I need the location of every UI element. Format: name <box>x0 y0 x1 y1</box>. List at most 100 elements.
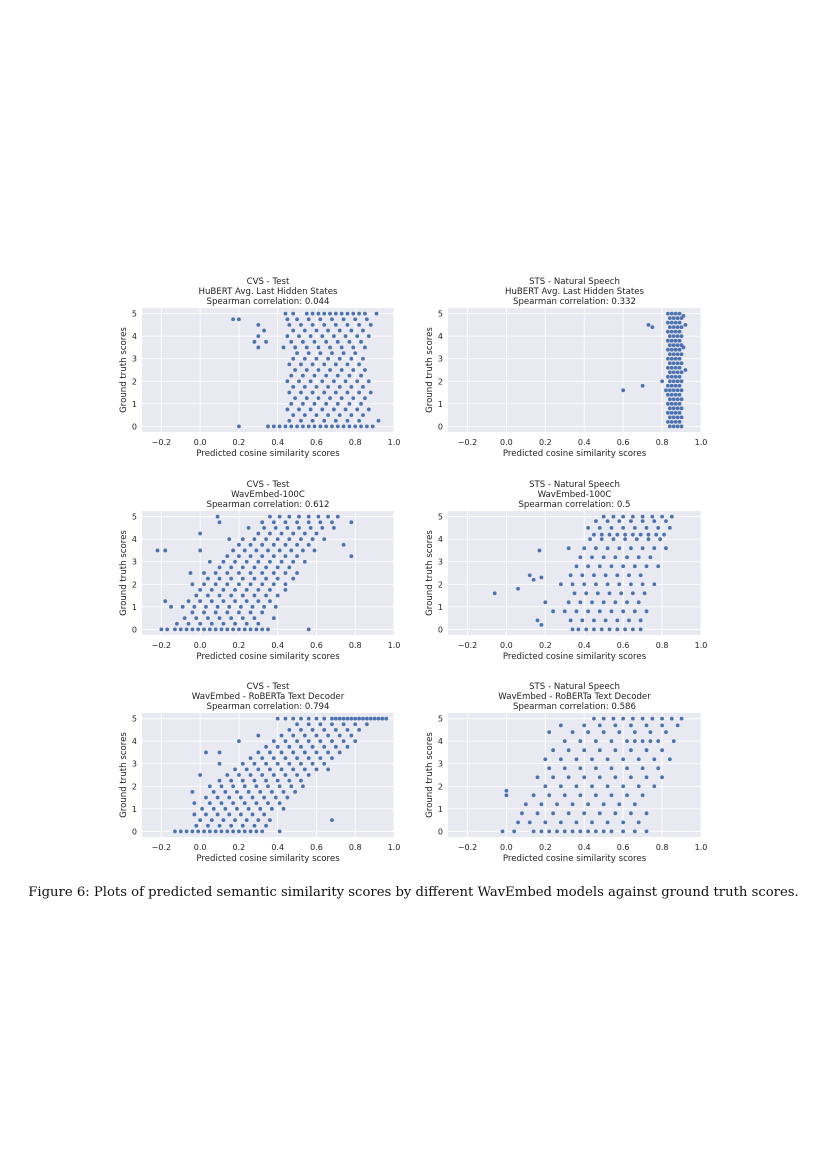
scatter-point <box>335 401 340 406</box>
scatter-point <box>330 424 334 429</box>
scatter-point <box>568 573 573 578</box>
scatter-point <box>673 374 678 379</box>
scatter-point <box>566 546 571 551</box>
scatter-point <box>372 716 377 721</box>
y-tick-label: 0 <box>132 827 137 836</box>
chart-subtitle: WavEmbed - RoBERTa Text Decoder <box>498 692 651 702</box>
scatter-point <box>679 388 684 393</box>
scatter-point <box>256 323 261 327</box>
scatter-point <box>293 368 298 372</box>
scatter-point <box>562 829 567 834</box>
scatter-point <box>281 806 286 811</box>
scatter-point <box>299 537 303 542</box>
scatter-point <box>380 716 385 721</box>
scatter-point <box>632 730 637 735</box>
plot-area <box>448 713 701 837</box>
scatter-point <box>654 532 659 537</box>
scatter-point <box>235 790 239 794</box>
scatter-point <box>229 616 234 620</box>
scatter-point <box>666 347 670 352</box>
scatter-point <box>202 571 206 575</box>
x-tick-label: 0.6 <box>310 843 323 852</box>
scatter-point <box>320 379 325 384</box>
scatter-point <box>314 767 319 772</box>
scatter-point <box>376 418 381 423</box>
scatter-point <box>306 773 311 777</box>
y-axis-label: Ground truth scores <box>119 732 129 818</box>
scatter-point <box>256 588 261 592</box>
scatter-point <box>207 784 212 789</box>
scatter-point <box>277 829 282 834</box>
scatter-point <box>254 784 259 789</box>
scatter-point <box>566 811 571 816</box>
scatter-point <box>328 368 332 372</box>
chart-title: STS - Natural Speech <box>529 480 620 490</box>
scatter-point <box>238 604 243 609</box>
scatter-point <box>652 757 657 762</box>
scatter-point <box>339 311 344 316</box>
scatter-point <box>597 723 602 728</box>
scatter-point <box>285 795 290 800</box>
spearman-correlation: Spearman correlation: 0.794 <box>206 702 329 712</box>
scatter-point <box>609 793 614 798</box>
scatter-point <box>207 829 212 834</box>
scatter-point <box>671 397 676 402</box>
scatter-point <box>345 362 350 367</box>
x-axis-label: Predicted cosine similarity scores <box>503 652 647 662</box>
scatter-point <box>677 392 682 397</box>
scatter-point <box>204 604 208 609</box>
scatter-point <box>289 339 294 344</box>
scatter-point <box>609 829 614 834</box>
scatter-point <box>310 311 315 316</box>
scatter-point <box>504 793 509 798</box>
scatter-point <box>229 565 234 570</box>
scatter-point <box>357 418 362 423</box>
scatter-point <box>163 599 168 604</box>
scatter-point <box>237 582 241 587</box>
scatter-point <box>326 750 330 755</box>
scatter-point <box>345 744 350 749</box>
scatter-point <box>353 317 358 322</box>
x-tick-label: −0.2 <box>152 843 171 852</box>
scatter-point <box>562 609 567 614</box>
scatter-point <box>666 392 670 397</box>
scatter-point <box>547 829 552 834</box>
scatter-point <box>667 397 672 402</box>
scatter-point <box>300 401 305 406</box>
scatter-point <box>347 339 352 344</box>
scatter-point <box>368 390 373 395</box>
scatter-point <box>213 582 218 587</box>
scatter-point <box>562 766 567 771</box>
scatter-point <box>260 610 265 615</box>
scatter-point <box>586 730 591 735</box>
scatter-point <box>364 424 369 429</box>
scatter-point <box>337 716 342 721</box>
scatter-point <box>594 766 598 771</box>
scatter-point <box>190 829 195 834</box>
scatter-point <box>287 728 292 732</box>
scatter-point <box>648 739 653 744</box>
scatter-point <box>237 571 241 575</box>
scatter-point <box>217 576 222 581</box>
scatter-point <box>669 329 674 334</box>
scatter-point <box>343 379 348 384</box>
scatter-point <box>306 317 311 322</box>
scatter-point <box>314 413 319 417</box>
scatter-point <box>617 730 622 735</box>
chart-title: CVS - Test <box>247 682 290 692</box>
scatter-point <box>671 325 676 330</box>
x-tick-label: 0.0 <box>194 641 207 650</box>
scatter-point <box>646 537 651 542</box>
scatter-point <box>310 761 315 766</box>
scatter-point <box>667 757 672 762</box>
scatter-point <box>299 362 303 367</box>
scatter-point <box>169 604 173 609</box>
scatter-point <box>349 413 354 417</box>
scatter-point <box>211 806 216 811</box>
y-tick-label: 2 <box>132 580 137 589</box>
scatter-point <box>656 766 661 771</box>
spearman-correlation: Spearman correlation: 0.612 <box>206 500 329 510</box>
scatter-point <box>671 352 676 357</box>
scatter-point <box>322 728 327 732</box>
